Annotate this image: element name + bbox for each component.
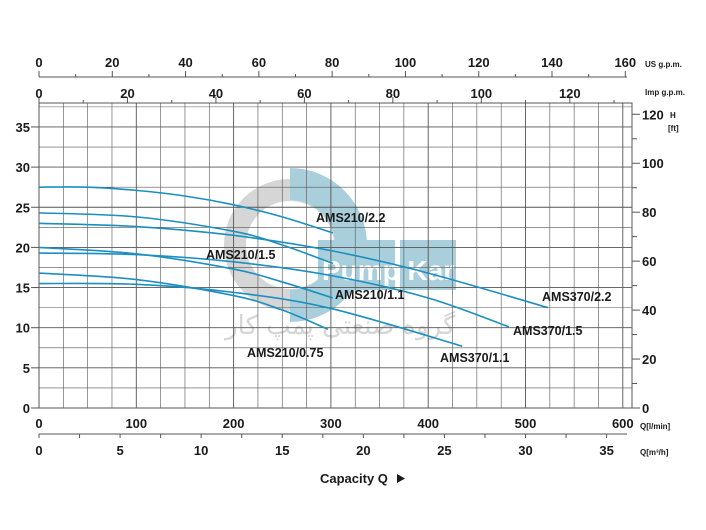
x-tick-label-lmin: 100 bbox=[125, 416, 147, 431]
watermark-bar bbox=[318, 240, 456, 290]
x-tick-label-m3h: 0 bbox=[35, 443, 42, 458]
x-tick-label-us-gpm: 140 bbox=[541, 55, 563, 70]
curve-label: AMS210/1.5 bbox=[206, 248, 276, 262]
y-tick-label-ft: 20 bbox=[642, 352, 656, 367]
ft-axis-title: H bbox=[670, 111, 676, 120]
x-tick-label-m3h: 35 bbox=[599, 443, 613, 458]
x-tick-label-us-gpm: 120 bbox=[468, 55, 490, 70]
y-tick-label-m: 20 bbox=[16, 240, 30, 255]
x-tick-label-us-gpm: 60 bbox=[252, 55, 266, 70]
x-tick-label-imp-gpm: 60 bbox=[297, 86, 311, 101]
y-tick-label-m: 15 bbox=[16, 281, 30, 296]
y-tick-label-ft: 60 bbox=[642, 254, 656, 269]
curve-ams370-1-5 bbox=[38, 252, 510, 328]
curve-label: AMS210/1.1 bbox=[335, 288, 405, 302]
x-tick-label-imp-gpm: 80 bbox=[386, 86, 400, 101]
curve-ams210-0-75 bbox=[38, 272, 329, 331]
imp-gpm-unit: Imp g.p.m. bbox=[645, 88, 685, 97]
x-tick-label-lmin: 300 bbox=[320, 416, 342, 431]
watermark-text-fa: گروه صنعتی پمپ کار bbox=[223, 310, 456, 341]
x-tick-label-us-gpm: 0 bbox=[35, 55, 42, 70]
x-tick-label-m3h: 25 bbox=[437, 443, 451, 458]
curve-label: AMS370/1.5 bbox=[513, 324, 583, 338]
grid bbox=[38, 102, 633, 409]
x-tick-label-m3h: 30 bbox=[518, 443, 532, 458]
curve-ams210-1-5 bbox=[38, 212, 334, 265]
y-tick-label-ft: 0 bbox=[642, 401, 649, 416]
x-tick-label-imp-gpm: 100 bbox=[470, 86, 492, 101]
ft-axis-unit: [ft] bbox=[668, 124, 679, 133]
curve-labels: AMS210/2.2 AMS210/1.5 AMS370/2.2 AMS210/1.1… bbox=[206, 211, 612, 365]
x-tick-label-lmin: 0 bbox=[35, 416, 42, 431]
y-tick-label-m: 0 bbox=[23, 401, 30, 416]
x-tick-label-us-gpm: 40 bbox=[178, 55, 192, 70]
y-tick-label-ft: 100 bbox=[642, 156, 664, 171]
curve-ams370-2-2 bbox=[38, 222, 549, 309]
plot-border bbox=[38, 102, 633, 409]
curve-ams210-1-1 bbox=[38, 246, 334, 299]
x-tick-label-m3h: 15 bbox=[275, 443, 289, 458]
x-tick-label-lmin: 600 bbox=[612, 416, 634, 431]
x-tick-label-imp-gpm: 120 bbox=[559, 86, 581, 101]
y-tick-label-ft: 80 bbox=[642, 205, 656, 220]
curve-label: AMS210/0.75 bbox=[247, 346, 323, 360]
curves bbox=[38, 186, 549, 347]
y-tick-label-ft: 40 bbox=[642, 303, 656, 318]
y-tick-label-ft: 120 bbox=[642, 107, 664, 122]
lmin-axis-unit: Q[l/min] bbox=[640, 422, 671, 431]
y-tick-label-m: 30 bbox=[16, 160, 30, 175]
x-tick-label-lmin: 400 bbox=[417, 416, 439, 431]
curve-ams210-2-2 bbox=[38, 186, 334, 234]
x-tick-label-lmin: 200 bbox=[223, 416, 245, 431]
x-tick-label-lmin: 500 bbox=[515, 416, 537, 431]
y-tick-label-m: 5 bbox=[23, 361, 30, 376]
arrow-right-icon bbox=[397, 474, 405, 483]
x-tick-label-us-gpm: 100 bbox=[395, 55, 417, 70]
y-tick-label-m: 25 bbox=[16, 200, 30, 215]
curve-ams370-1-1 bbox=[38, 282, 463, 347]
x-tick-label-imp-gpm: 20 bbox=[120, 86, 134, 101]
watermark-text: Pump Kar bbox=[322, 255, 454, 286]
curve-label: AMS370/2.2 bbox=[542, 290, 612, 304]
curve-label: AMS210/2.2 bbox=[316, 211, 386, 225]
curve-label: AMS370/1.1 bbox=[440, 351, 510, 365]
watermark-divider bbox=[395, 230, 400, 290]
x-tick-label-m3h: 20 bbox=[356, 443, 370, 458]
us-gpm-unit: US g.p.m. bbox=[645, 60, 682, 69]
y-tick-label-m: 10 bbox=[16, 321, 30, 336]
y-tick-label-m: 35 bbox=[16, 120, 30, 135]
x-axis-title: Capacity Q bbox=[320, 471, 388, 486]
x-tick-label-us-gpm: 160 bbox=[614, 55, 636, 70]
x-tick-label-us-gpm: 20 bbox=[105, 55, 119, 70]
x-tick-label-imp-gpm: 40 bbox=[209, 86, 223, 101]
x-tick-label-imp-gpm: 0 bbox=[35, 86, 42, 101]
x-tick-label-m3h: 5 bbox=[116, 443, 123, 458]
x-tick-label-m3h: 10 bbox=[194, 443, 208, 458]
m3h-axis-unit: Q[m³/h] bbox=[640, 448, 669, 457]
x-tick-label-us-gpm: 80 bbox=[325, 55, 339, 70]
